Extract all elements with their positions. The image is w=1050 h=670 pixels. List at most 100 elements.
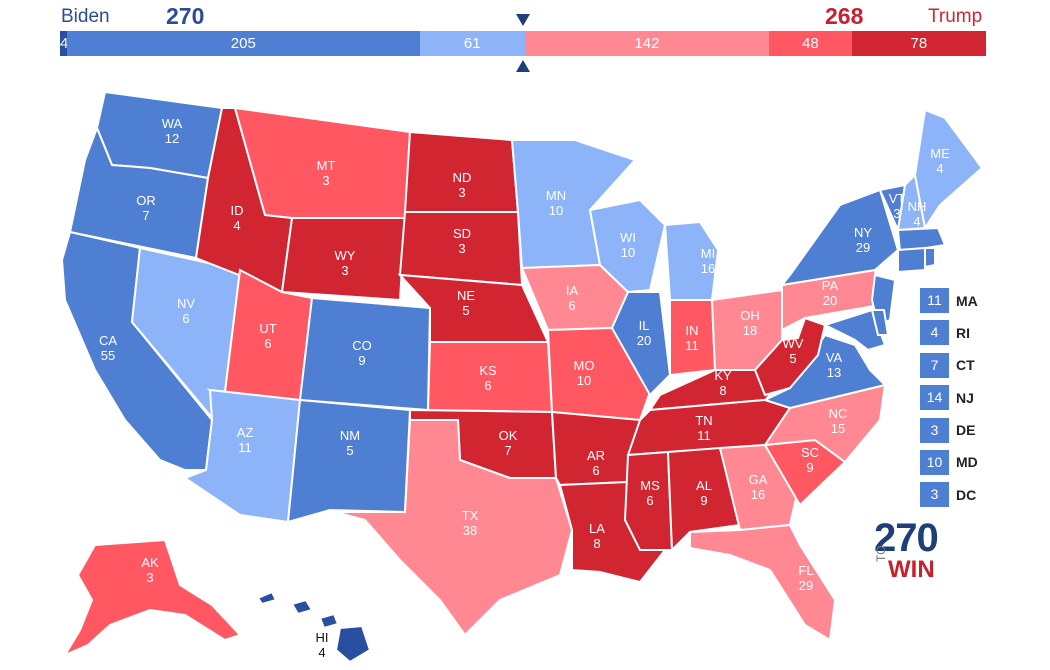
state-label-co: CO bbox=[352, 338, 372, 353]
state-fl[interactable] bbox=[689, 523, 837, 642]
state-label-ca: CA bbox=[99, 333, 117, 348]
state-ev-mi: 16 bbox=[701, 261, 715, 276]
state-label-fl: FL bbox=[798, 563, 813, 578]
state-label-nh: NH bbox=[908, 199, 927, 214]
state-label-ky: KY bbox=[714, 368, 732, 383]
state-ev-wa: 12 bbox=[165, 131, 179, 146]
small-state-abbr: MD bbox=[956, 454, 978, 471]
state-label-ne: NE bbox=[457, 288, 475, 303]
state-ms[interactable] bbox=[623, 450, 674, 551]
logo-win: WIN bbox=[888, 556, 935, 583]
small-state-abbr: CT bbox=[956, 357, 975, 374]
small-state-ev-box: 14 bbox=[920, 385, 949, 411]
threshold-marker-bottom-icon bbox=[516, 60, 530, 72]
state-ev-oh: 18 bbox=[743, 323, 757, 338]
state-wv[interactable] bbox=[753, 316, 827, 397]
state-ev-ms: 6 bbox=[646, 493, 653, 508]
state-label-mn: MN bbox=[546, 188, 566, 203]
small-state-dc[interactable]: 3 DC bbox=[920, 482, 978, 508]
state-label-vt: VT bbox=[889, 191, 906, 206]
state-ev-ar: 6 bbox=[592, 463, 599, 478]
state-label-va: VA bbox=[826, 350, 843, 365]
state-mi[interactable] bbox=[663, 220, 720, 301]
state-ev-ga: 16 bbox=[751, 487, 765, 502]
state-label-ar: AR bbox=[587, 448, 605, 463]
state-ct-map[interactable] bbox=[897, 246, 926, 274]
biden-label: Biden bbox=[61, 6, 110, 27]
ev-bar-segment-0: 4 bbox=[60, 31, 67, 56]
small-state-md[interactable]: 10 MD bbox=[920, 449, 978, 475]
state-ev-nd: 3 bbox=[458, 185, 465, 200]
state-ak[interactable] bbox=[62, 538, 242, 658]
state-ev-or: 7 bbox=[142, 208, 149, 223]
state-label-la: LA bbox=[589, 521, 605, 536]
state-ma-map[interactable] bbox=[896, 226, 947, 254]
state-tx[interactable] bbox=[334, 419, 574, 637]
state-ev-il: 20 bbox=[637, 333, 651, 348]
state-label-az: AZ bbox=[237, 425, 254, 440]
small-state-de[interactable]: 3 DE bbox=[920, 417, 978, 443]
state-label-sc: SC bbox=[801, 445, 819, 460]
state-label-mt: MT bbox=[317, 158, 336, 173]
small-state-abbr: NJ bbox=[956, 389, 974, 406]
state-ev-fl: 29 bbox=[799, 578, 813, 593]
state-ev-nm: 5 bbox=[346, 443, 353, 458]
state-ev-in: 11 bbox=[685, 338, 699, 353]
state-ev-ca: 55 bbox=[101, 348, 115, 363]
state-label-ks: KS bbox=[479, 363, 497, 378]
state-ev-pa: 20 bbox=[823, 293, 837, 308]
state-label-tn: TN bbox=[695, 413, 712, 428]
small-state-ma[interactable]: 11 MA bbox=[920, 288, 978, 313]
state-label-il: IL bbox=[639, 318, 650, 333]
ev-bar-segment-2: 61 bbox=[419, 31, 525, 56]
state-ev-ak: 3 bbox=[146, 570, 153, 585]
logo-to: TO bbox=[874, 545, 888, 562]
small-state-ev-box: 3 bbox=[920, 482, 949, 508]
state-label-or: OR bbox=[136, 193, 156, 208]
state-ev-mn: 10 bbox=[549, 203, 563, 218]
state-ev-wi: 10 bbox=[621, 245, 635, 260]
state-label-nc: NC bbox=[829, 406, 848, 421]
state-label-ak: AK bbox=[141, 555, 159, 570]
ev-bar-segment-1: 205 bbox=[66, 31, 420, 56]
small-state-nj[interactable]: 14 NJ bbox=[920, 385, 978, 411]
state-label-al: AL bbox=[696, 478, 712, 493]
state-label-nm: NM bbox=[340, 428, 360, 443]
state-ev-vt: 3 bbox=[893, 206, 900, 221]
state-ri-map[interactable] bbox=[924, 247, 936, 269]
state-label-nd: ND bbox=[453, 170, 472, 185]
state-hi[interactable] bbox=[256, 590, 372, 664]
ev-bar-segment-3: 142 bbox=[524, 31, 770, 56]
state-ev-tx: 38 bbox=[463, 523, 477, 538]
state-wi[interactable] bbox=[588, 198, 667, 294]
state-ev-wy: 3 bbox=[341, 263, 348, 278]
state-label-in: IN bbox=[686, 323, 699, 338]
state-ev-ia: 6 bbox=[568, 298, 575, 313]
state-label-pa: PA bbox=[822, 278, 839, 293]
small-state-abbr: MA bbox=[956, 292, 978, 309]
state-il[interactable] bbox=[610, 291, 672, 397]
state-label-tx: TX bbox=[462, 508, 479, 523]
state-label-ga: GA bbox=[749, 472, 768, 487]
small-state-ct[interactable]: 7 CT bbox=[920, 352, 978, 378]
state-ev-ny: 29 bbox=[856, 240, 870, 255]
state-ev-mt: 3 bbox=[322, 173, 329, 188]
state-md-map[interactable] bbox=[822, 308, 887, 352]
state-ev-ne: 5 bbox=[462, 303, 469, 318]
small-state-abbr: DC bbox=[956, 486, 977, 503]
state-wy[interactable] bbox=[280, 217, 407, 302]
state-al[interactable] bbox=[666, 446, 742, 553]
state-ev-ky: 8 bbox=[719, 383, 726, 398]
small-state-abbr: DE bbox=[956, 422, 976, 439]
state-ev-al: 9 bbox=[700, 493, 707, 508]
state-ny[interactable] bbox=[779, 188, 900, 287]
state-de-map[interactable] bbox=[870, 309, 890, 336]
state-nm[interactable] bbox=[286, 398, 412, 524]
small-state-ri[interactable]: 4 RI bbox=[920, 320, 978, 346]
state-label-ms: MS bbox=[640, 478, 660, 493]
state-ev-va: 13 bbox=[827, 365, 841, 380]
trump-electoral-votes: 268 bbox=[825, 3, 864, 29]
state-label-mi: MI bbox=[701, 246, 715, 261]
small-state-abbr: RI bbox=[956, 324, 970, 341]
state-ev-la: 8 bbox=[593, 536, 600, 551]
